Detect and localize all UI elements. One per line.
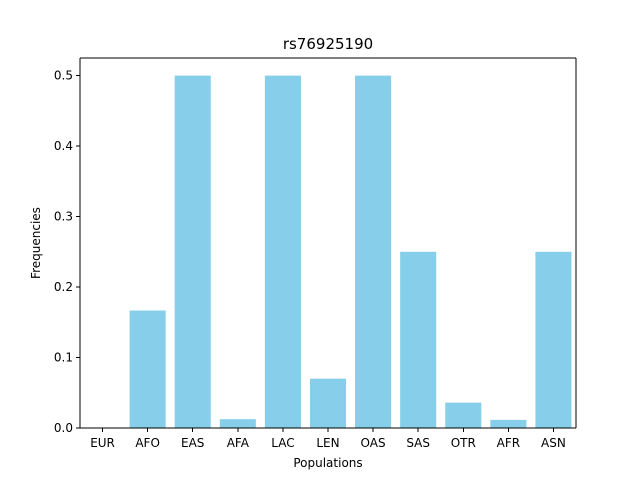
x-tick-label-lac: LAC (271, 436, 294, 450)
y-tick-label-0-3: 0.3 (54, 210, 73, 224)
x-tick-label-len: LEN (316, 436, 339, 450)
bar-len (309, 378, 347, 428)
y-axis-label: Frequencies (29, 207, 43, 279)
bar-oas (355, 75, 392, 428)
y-tick-label-0-4: 0.4 (54, 139, 73, 153)
bar-asn (535, 251, 572, 428)
x-tick-label-eur: EUR (90, 436, 115, 450)
x-tick-label-sas: SAS (406, 436, 430, 450)
y-tick-label-0-2: 0.2 (54, 280, 73, 294)
x-axis-label: Populations (293, 456, 362, 470)
x-tick-label-oas: OAS (361, 436, 386, 450)
chart-title: rs76925190 (283, 35, 373, 53)
x-tick-label-eas: EAS (181, 436, 204, 450)
x-tick-label-afa: AFA (227, 436, 250, 450)
bar-eas (174, 75, 211, 428)
y-tick-label-0-1: 0.1 (54, 351, 73, 365)
bar-sas (400, 251, 437, 428)
bar-lac (264, 75, 301, 428)
x-tick-label-afr: AFR (497, 436, 520, 450)
bar-afo (129, 310, 166, 428)
bar-otr (445, 402, 482, 428)
bar-group (129, 75, 572, 428)
y-tick-label-0-5: 0.5 (54, 69, 73, 83)
y-axis-ticks: 0.0 0.1 0.2 0.3 0.4 0.5 (54, 69, 80, 435)
x-tick-label-asn: ASN (541, 436, 566, 450)
x-tick-label-afo: AFO (135, 436, 160, 450)
y-tick-label-0-0: 0.0 (54, 421, 73, 435)
x-axis-ticks: EUR AFO EAS AFA LAC LEN OAS SAS OTR AFR ASN (90, 428, 566, 450)
x-tick-label-otr: OTR (451, 436, 476, 450)
bar-afr (490, 419, 527, 428)
bar-afa (219, 419, 256, 428)
